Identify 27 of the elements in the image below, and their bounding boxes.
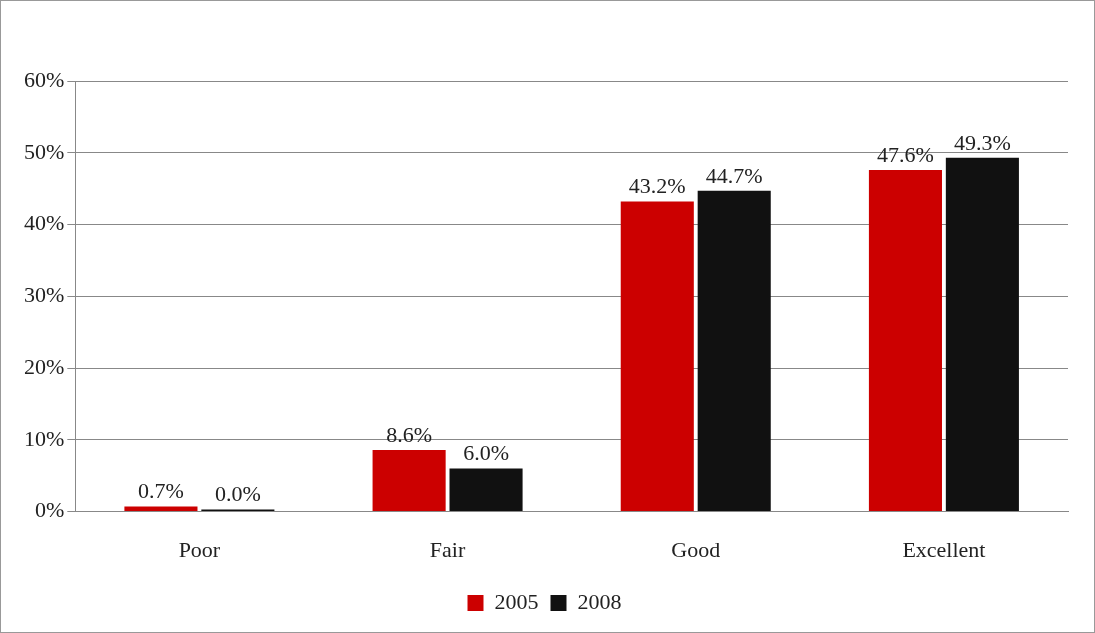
data-label: 6.0%: [463, 440, 509, 466]
data-label: 43.2%: [628, 173, 686, 199]
data-label: 0.0%: [214, 481, 261, 507]
data-label: 0.7%: [138, 478, 184, 504]
legend-label: 2008: [577, 588, 622, 614]
data-label: 8.6%: [386, 421, 433, 447]
x-tick-label: Excellent: [902, 536, 986, 562]
y-tick-label: 0%: [35, 497, 65, 523]
bar: [697, 190, 771, 512]
x-tick-label: Fair: [429, 536, 466, 562]
y-tick-label: 30%: [24, 282, 65, 308]
data-label: 44.7%: [705, 162, 763, 188]
bar: [868, 169, 942, 512]
bar: [620, 201, 694, 512]
y-tick-label: 20%: [24, 353, 65, 379]
y-tick-label: 50%: [24, 138, 65, 164]
bar: [945, 157, 1019, 512]
y-tick-label: 10%: [24, 425, 65, 451]
bar: [372, 449, 446, 512]
x-tick-label: Poor: [178, 536, 221, 562]
data-label: 47.6%: [877, 141, 934, 167]
data-label: 49.3%: [953, 129, 1011, 155]
y-tick-label: 60%: [24, 66, 65, 92]
y-tick-label: 40%: [24, 210, 65, 236]
x-tick-label: Good: [671, 536, 721, 562]
legend-label: 2005: [494, 588, 539, 614]
bar: [449, 468, 523, 512]
